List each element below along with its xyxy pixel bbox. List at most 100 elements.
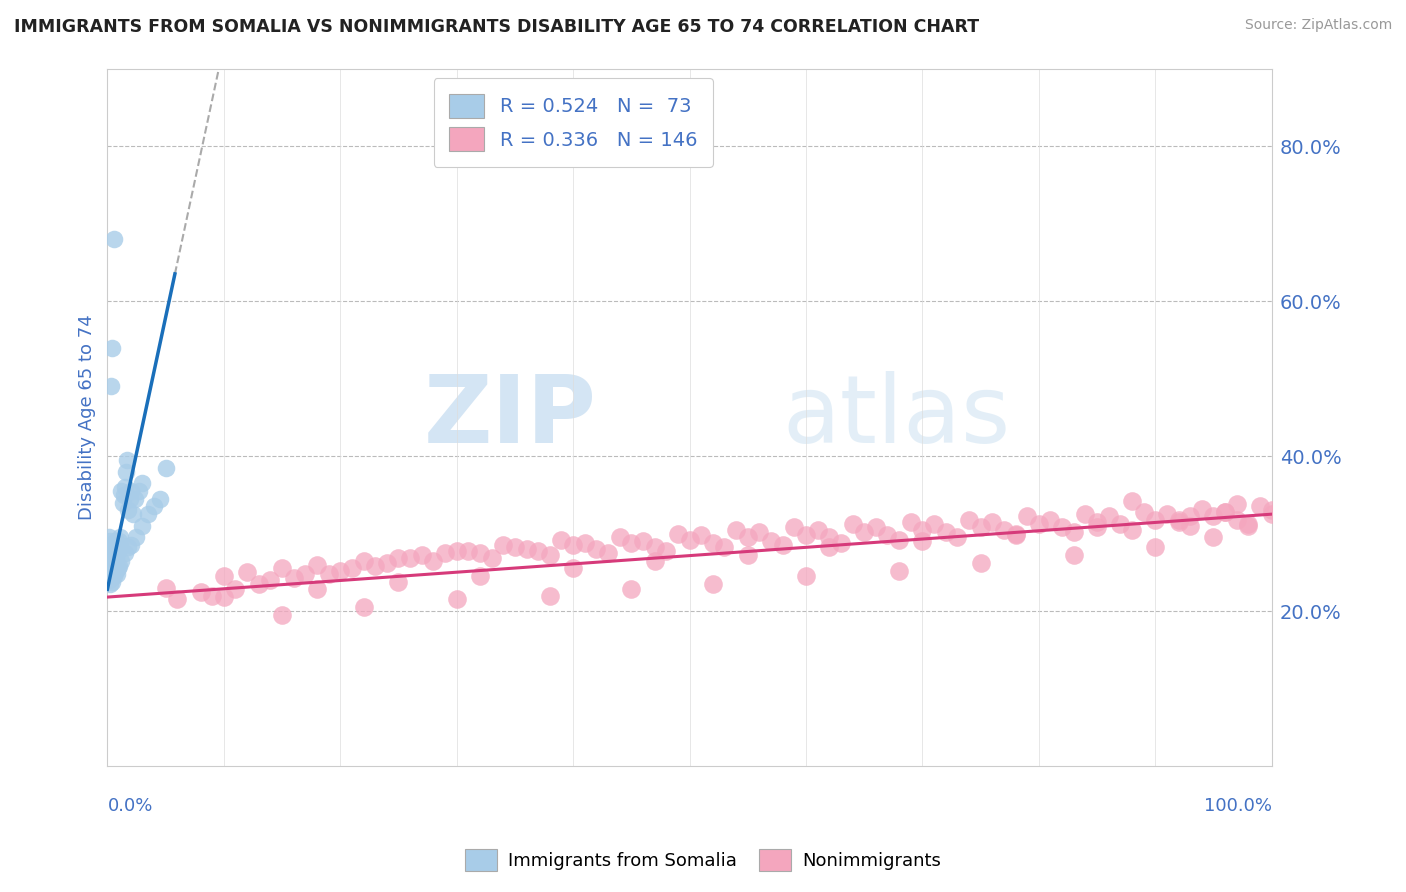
Point <box>993 523 1015 537</box>
Text: 100.0%: 100.0% <box>1204 797 1271 815</box>
Point <box>100 538 122 552</box>
Point <box>422 554 444 568</box>
Point <box>259 573 281 587</box>
Point <box>103 541 125 555</box>
Point <box>118 491 141 506</box>
Point <box>149 491 172 506</box>
Point <box>492 538 515 552</box>
Point <box>305 558 328 572</box>
Point <box>98 561 121 575</box>
Point <box>853 524 876 539</box>
Point <box>98 549 121 564</box>
Point <box>562 561 585 575</box>
Point <box>115 465 138 479</box>
Point <box>562 538 585 552</box>
Text: 0.0%: 0.0% <box>107 797 153 815</box>
Point <box>1144 512 1167 526</box>
Point <box>104 564 127 578</box>
Point <box>131 476 153 491</box>
Point <box>841 517 863 532</box>
Point <box>411 548 433 562</box>
Point <box>620 582 643 597</box>
Point <box>503 541 526 555</box>
Point <box>666 526 689 541</box>
Point <box>935 524 957 539</box>
Point <box>1237 518 1260 533</box>
Point <box>725 523 748 537</box>
Point <box>97 546 120 560</box>
Point <box>468 569 491 583</box>
Point <box>887 533 910 547</box>
Point <box>100 548 122 562</box>
Point <box>108 538 131 552</box>
Point <box>830 536 852 550</box>
Legend: Immigrants from Somalia, Nonimmigrants: Immigrants from Somalia, Nonimmigrants <box>458 842 948 879</box>
Point <box>340 561 363 575</box>
Point <box>155 460 177 475</box>
Point <box>100 379 122 393</box>
Point <box>1191 501 1213 516</box>
Point <box>375 556 398 570</box>
Point <box>446 543 468 558</box>
Point <box>114 546 136 560</box>
Point <box>107 561 129 575</box>
Point <box>166 592 188 607</box>
Point <box>105 541 128 555</box>
Point <box>124 491 146 506</box>
Point <box>1180 509 1202 524</box>
Point <box>818 530 841 544</box>
Point <box>1180 518 1202 533</box>
Point <box>527 543 550 558</box>
Point <box>748 524 770 539</box>
Point <box>655 543 678 558</box>
Point <box>104 534 127 549</box>
Point <box>1121 523 1143 537</box>
Point <box>620 536 643 550</box>
Y-axis label: Disability Age 65 to 74: Disability Age 65 to 74 <box>79 314 96 520</box>
Point <box>110 483 132 498</box>
Point <box>1167 512 1189 526</box>
Point <box>1226 497 1249 511</box>
Point <box>481 551 503 566</box>
Point <box>1213 505 1236 519</box>
Point <box>108 530 131 544</box>
Point <box>104 543 127 558</box>
Point <box>713 541 735 555</box>
Point <box>585 542 607 557</box>
Point <box>399 551 422 566</box>
Point <box>434 546 457 560</box>
Text: IMMIGRANTS FROM SOMALIA VS NONIMMIGRANTS DISABILITY AGE 65 TO 74 CORRELATION CHA: IMMIGRANTS FROM SOMALIA VS NONIMMIGRANTS… <box>14 18 979 36</box>
Point <box>772 538 794 552</box>
Point <box>236 566 259 580</box>
Point <box>596 546 619 560</box>
Point <box>97 554 120 568</box>
Point <box>1260 503 1282 517</box>
Point <box>1144 541 1167 555</box>
Point <box>922 517 945 532</box>
Point <box>122 507 145 521</box>
Point <box>283 572 305 586</box>
Point <box>1085 520 1108 534</box>
Point <box>108 542 131 557</box>
Point <box>247 577 270 591</box>
Point <box>946 530 969 544</box>
Point <box>101 551 124 566</box>
Point <box>783 520 806 534</box>
Point <box>107 538 129 552</box>
Point <box>110 554 132 568</box>
Point <box>101 542 124 557</box>
Point <box>294 566 316 581</box>
Point <box>702 536 724 550</box>
Point <box>105 566 128 581</box>
Point <box>108 559 131 574</box>
Point <box>969 556 991 570</box>
Point <box>644 541 666 555</box>
Point <box>515 542 537 557</box>
Point <box>103 548 125 562</box>
Point <box>98 534 121 549</box>
Point <box>911 534 934 549</box>
Point <box>1226 512 1249 526</box>
Point <box>1098 509 1121 524</box>
Point <box>117 541 139 555</box>
Point <box>100 554 122 568</box>
